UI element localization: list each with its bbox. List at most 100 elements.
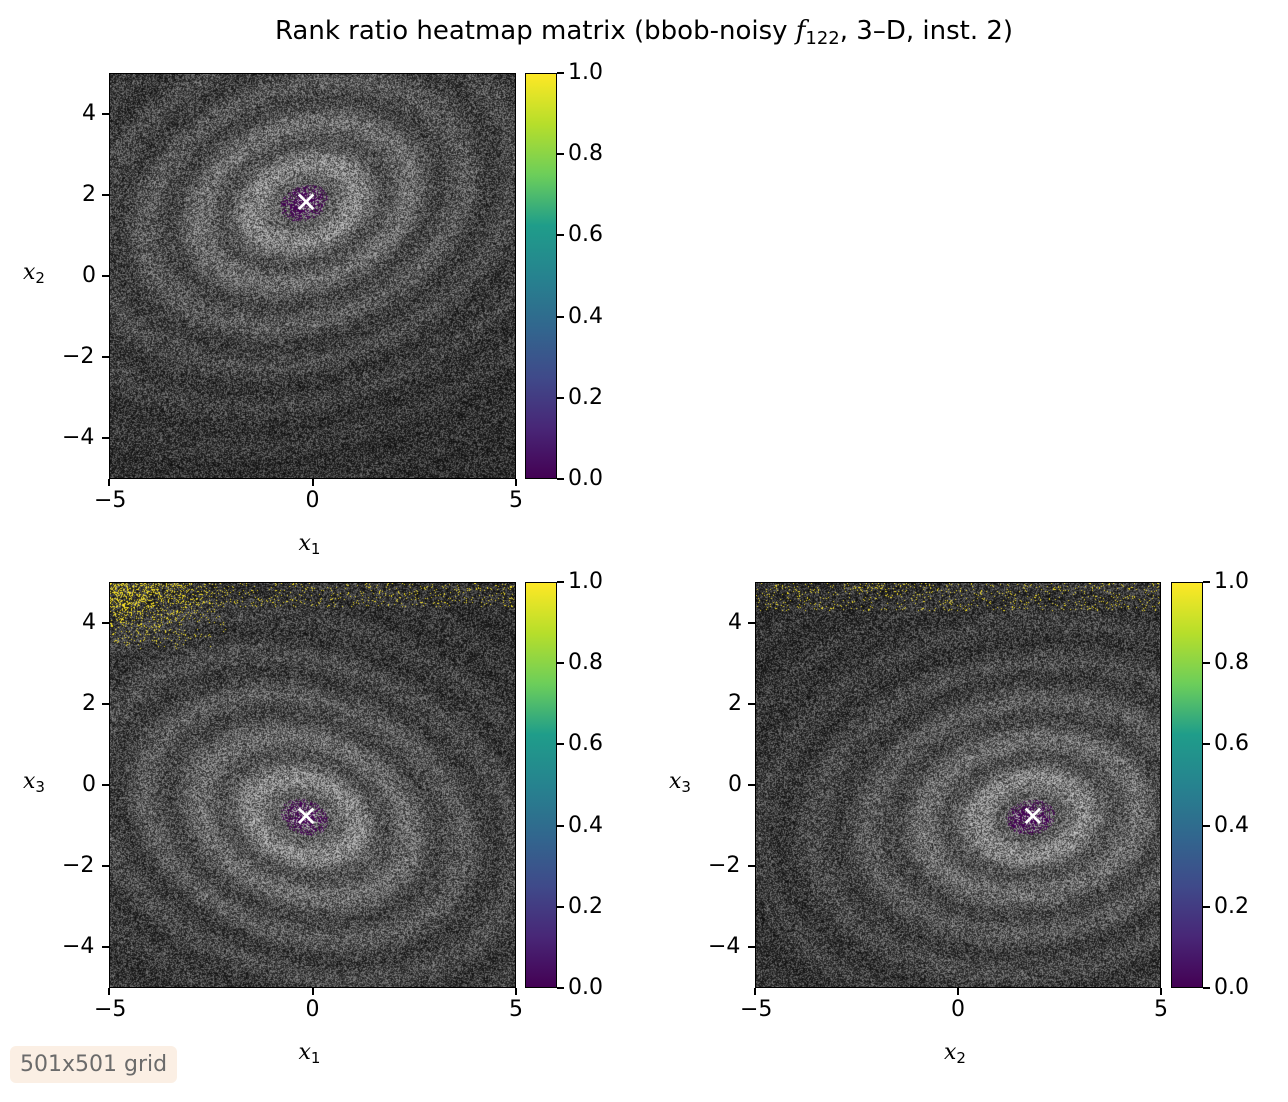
y-tick-label: 2: [82, 690, 96, 716]
y-tick-label: 2: [82, 181, 96, 207]
y-tick-label: 0: [82, 772, 96, 797]
x-tick-label: 5: [509, 997, 523, 1022]
y-tick-mark: [102, 437, 109, 440]
colorbar-tick-mark: [1203, 581, 1210, 583]
heatmap-panel-3: [755, 582, 1161, 988]
y-tick-mark: [102, 193, 109, 196]
x-tick-label: −5: [94, 997, 127, 1022]
y-tick-mark: [102, 946, 109, 949]
colorbar-tick-label: 0.6: [1214, 731, 1249, 757]
y-tick-mark: [102, 702, 109, 705]
heatmap-panel-2: [109, 582, 516, 988]
y-tick-label: −2: [62, 853, 95, 879]
heatmap-image: [756, 583, 1160, 987]
x-tick-mark: [108, 479, 110, 486]
x-axis-label: x1: [298, 1040, 321, 1067]
x-tick-label: −5: [740, 997, 773, 1022]
y-tick-label: 0: [728, 772, 742, 797]
y-tick-mark: [748, 702, 755, 705]
y-tick-mark: [102, 356, 109, 359]
x-tick-mark: [311, 988, 314, 995]
colorbar-tick-label: 0.4: [1214, 812, 1249, 838]
colorbar-tick-mark: [557, 72, 564, 74]
colorbar-tick-mark: [557, 153, 564, 156]
heatmap-image: [110, 583, 515, 987]
colorbar-tick-mark: [557, 396, 564, 399]
x-tick-label: 0: [305, 997, 320, 1022]
colorbar-tick-mark: [557, 987, 564, 989]
colorbar-tick-mark: [1203, 824, 1210, 827]
colorbar-tick-label: 0.0: [1214, 975, 1249, 1000]
optimum-marker: ✕: [1021, 800, 1045, 834]
colorbar-tick-mark: [557, 743, 564, 746]
y-tick-mark: [748, 865, 755, 868]
colorbar-tick-label: 1.0: [568, 569, 603, 594]
x-tick-label: −5: [94, 488, 127, 513]
heatmap-panel-1: [109, 73, 516, 479]
colorbar-tick-mark: [1203, 743, 1210, 746]
x-tick-mark: [1160, 988, 1162, 995]
y-axis-label: x2: [23, 260, 45, 287]
x-axis-label: x1: [298, 531, 321, 558]
y-tick-label: 4: [82, 609, 96, 635]
colorbar-tick-mark: [557, 478, 564, 480]
colorbar: [525, 582, 557, 988]
y-tick-label: 0: [82, 263, 96, 288]
heatmap-image: [110, 74, 515, 478]
optimum-marker: ✕: [294, 185, 318, 219]
x-tick-label: 0: [305, 488, 320, 513]
y-tick-mark: [748, 946, 755, 949]
y-tick-mark: [748, 621, 755, 624]
y-tick-label: 2: [728, 690, 742, 716]
colorbar-tick-label: 0.0: [568, 466, 603, 491]
y-axis-label: x3: [23, 769, 45, 796]
colorbar-tick-label: 0.8: [568, 141, 603, 167]
y-tick-mark: [102, 112, 109, 115]
colorbar: [1171, 582, 1203, 988]
colorbar-tick-mark: [1203, 662, 1210, 665]
colorbar-tick-label: 0.2: [1214, 893, 1249, 919]
page-title: Rank ratio heatmap matrix (bbob-noisy f1…: [274, 16, 1014, 49]
y-tick-label: −2: [62, 344, 95, 370]
x-tick-mark: [515, 988, 517, 995]
colorbar-tick-mark: [557, 662, 564, 665]
y-tick-mark: [102, 865, 109, 868]
colorbar-tick-mark: [557, 315, 564, 318]
y-tick-label: −2: [708, 853, 741, 879]
colorbar-tick-label: 0.8: [1214, 650, 1249, 676]
x-axis-label: x2: [944, 1040, 966, 1067]
y-tick-mark: [748, 784, 755, 786]
colorbar-tick-mark: [1203, 987, 1210, 989]
colorbar-tick-label: 0.6: [568, 731, 603, 757]
colorbar-tick-label: 0.2: [568, 384, 603, 410]
colorbar-tick-label: 0.2: [568, 893, 603, 919]
colorbar-tick-label: 1.0: [1214, 569, 1249, 594]
colorbar-tick-label: 0.6: [568, 222, 603, 248]
colorbar-tick-label: 0.4: [568, 812, 603, 838]
x-tick-mark: [515, 479, 517, 486]
x-tick-mark: [108, 988, 110, 995]
colorbar-tick-label: 0.0: [568, 975, 603, 1000]
colorbar-tick-label: 0.4: [568, 303, 603, 329]
y-tick-label: −4: [708, 934, 741, 960]
y-tick-label: 4: [82, 100, 96, 126]
grid-size-badge: 501x501 grid: [10, 1046, 178, 1083]
y-tick-label: −4: [62, 934, 95, 960]
colorbar-tick-label: 0.8: [568, 650, 603, 676]
x-tick-mark: [311, 479, 314, 486]
colorbar-tick-mark: [557, 824, 564, 827]
y-tick-label: 4: [728, 609, 742, 635]
colorbar: [525, 73, 557, 479]
colorbar-tick-mark: [557, 581, 564, 583]
optimum-marker: ✕: [294, 800, 318, 834]
y-tick-mark: [102, 275, 109, 277]
x-tick-label: 0: [951, 997, 965, 1022]
colorbar-tick-mark: [557, 234, 564, 237]
y-tick-label: −4: [62, 425, 95, 451]
colorbar-tick-mark: [557, 905, 564, 908]
y-tick-mark: [102, 784, 109, 786]
colorbar-tick-mark: [1203, 905, 1210, 908]
colorbar-tick-label: 1.0: [568, 60, 603, 85]
y-tick-mark: [102, 621, 109, 624]
x-tick-mark: [754, 988, 756, 995]
